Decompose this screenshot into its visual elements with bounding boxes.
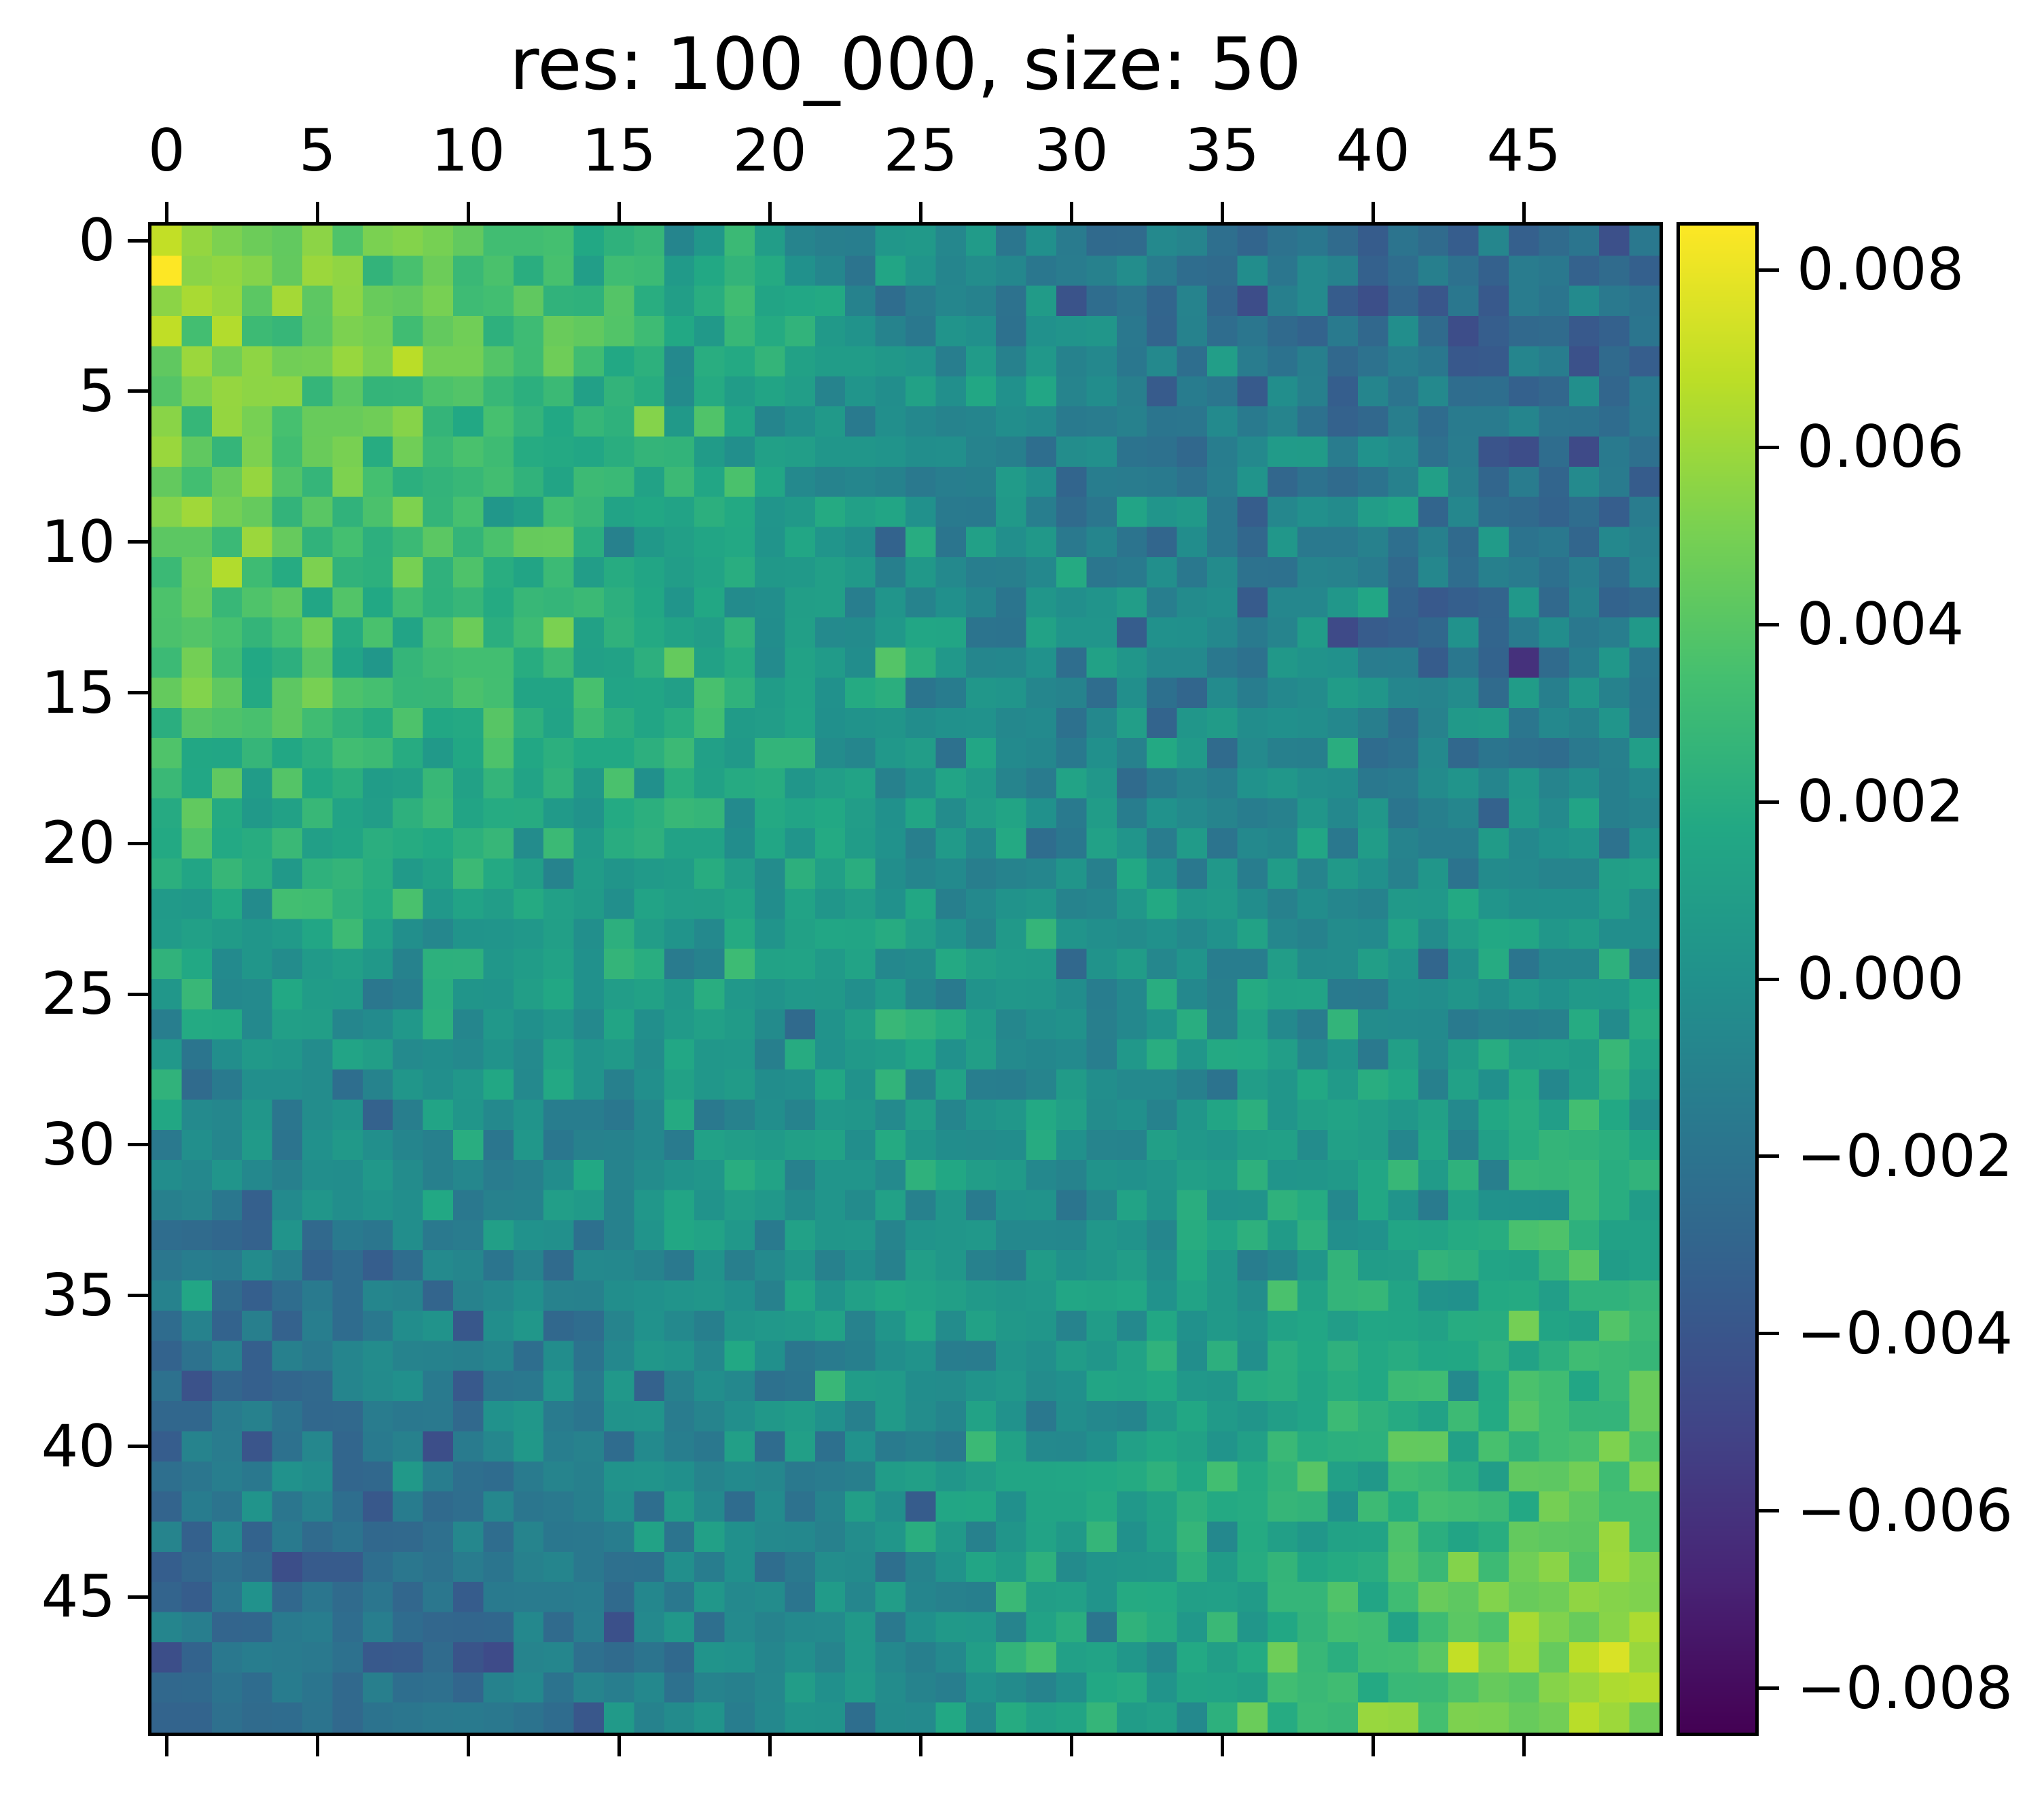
x-tick-label: 35 (1185, 117, 1259, 185)
y-tick-label: 45 (41, 1563, 115, 1631)
y-tick-label: 10 (41, 508, 115, 576)
y-tick-label: 30 (41, 1110, 115, 1179)
y-tick-mark (128, 389, 148, 393)
colorbar-tick-label: −0.002 (1797, 1122, 2013, 1190)
y-tick-mark (128, 992, 148, 996)
colorbar-tick-label: −0.004 (1797, 1299, 2013, 1368)
x-tick-mark-bottom (164, 1736, 168, 1756)
x-tick-label: 40 (1335, 117, 1410, 185)
colorbar-tick-mark (1759, 1154, 1779, 1158)
y-tick-mark (128, 691, 148, 695)
x-tick-mark-top (164, 202, 168, 222)
x-tick-label: 0 (147, 117, 185, 185)
x-tick-label: 5 (298, 117, 336, 185)
x-tick-label: 10 (431, 117, 505, 185)
colorbar-tick-label: 0.008 (1797, 236, 1965, 304)
y-tick-label: 5 (78, 357, 115, 425)
chart-title: res: 100_000, size: 50 (509, 22, 1302, 106)
y-tick-mark (128, 238, 148, 243)
x-tick-mark-top (918, 202, 922, 222)
y-tick-label: 35 (41, 1261, 115, 1330)
colorbar-tick-label: 0.002 (1797, 768, 1965, 836)
y-tick-mark (128, 540, 148, 544)
x-tick-mark-top (315, 202, 319, 222)
y-tick-mark (128, 1143, 148, 1147)
x-tick-label: 15 (581, 117, 656, 185)
x-tick-mark-top (1522, 202, 1526, 222)
colorbar-gradient (1680, 226, 1755, 1733)
x-tick-mark-bottom (1069, 1736, 1073, 1756)
colorbar-tick-label: −0.008 (1797, 1654, 2013, 1722)
x-tick-label: 45 (1486, 117, 1561, 185)
x-tick-label: 30 (1034, 117, 1109, 185)
x-tick-mark-bottom (1371, 1736, 1375, 1756)
colorbar-tick-label: −0.006 (1797, 1476, 2013, 1545)
x-tick-mark-top (768, 202, 772, 222)
x-tick-mark-bottom (466, 1736, 470, 1756)
colorbar-tick-label: 0.004 (1797, 590, 1965, 659)
y-tick-mark (128, 1294, 148, 1298)
x-tick-mark-top (1220, 202, 1224, 222)
colorbar-tick-mark (1759, 445, 1779, 449)
colorbar-tick-mark (1759, 1686, 1779, 1690)
y-tick-label: 25 (41, 960, 115, 1029)
x-tick-mark-bottom (768, 1736, 772, 1756)
y-tick-mark (128, 1445, 148, 1449)
colorbar-tick-mark (1759, 977, 1779, 981)
colorbar-tick-label: 0.006 (1797, 413, 1965, 482)
colorbar-tick-label: 0.000 (1797, 945, 1965, 1013)
y-tick-label: 20 (41, 809, 115, 878)
x-tick-mark-bottom (617, 1736, 621, 1756)
x-tick-mark-top (617, 202, 621, 222)
y-tick-label: 15 (41, 658, 115, 727)
x-tick-label: 20 (732, 117, 807, 185)
x-tick-mark-bottom (918, 1736, 922, 1756)
y-tick-label: 40 (41, 1412, 115, 1481)
x-tick-mark-top (1371, 202, 1375, 222)
y-tick-mark (128, 1595, 148, 1599)
y-tick-mark (128, 841, 148, 845)
x-tick-label: 25 (883, 117, 958, 185)
x-tick-mark-bottom (1522, 1736, 1526, 1756)
y-tick-label: 0 (78, 207, 115, 275)
colorbar-tick-mark (1759, 1509, 1779, 1513)
x-tick-mark-top (466, 202, 470, 222)
x-tick-mark-top (1069, 202, 1073, 222)
colorbar-tick-mark (1759, 268, 1779, 272)
colorbar-tick-mark (1759, 800, 1779, 804)
x-tick-mark-bottom (1220, 1736, 1224, 1756)
x-tick-mark-bottom (315, 1736, 319, 1756)
colorbar-tick-mark (1759, 1332, 1779, 1336)
colorbar-tick-mark (1759, 622, 1779, 626)
heatmap-canvas (151, 226, 1660, 1733)
